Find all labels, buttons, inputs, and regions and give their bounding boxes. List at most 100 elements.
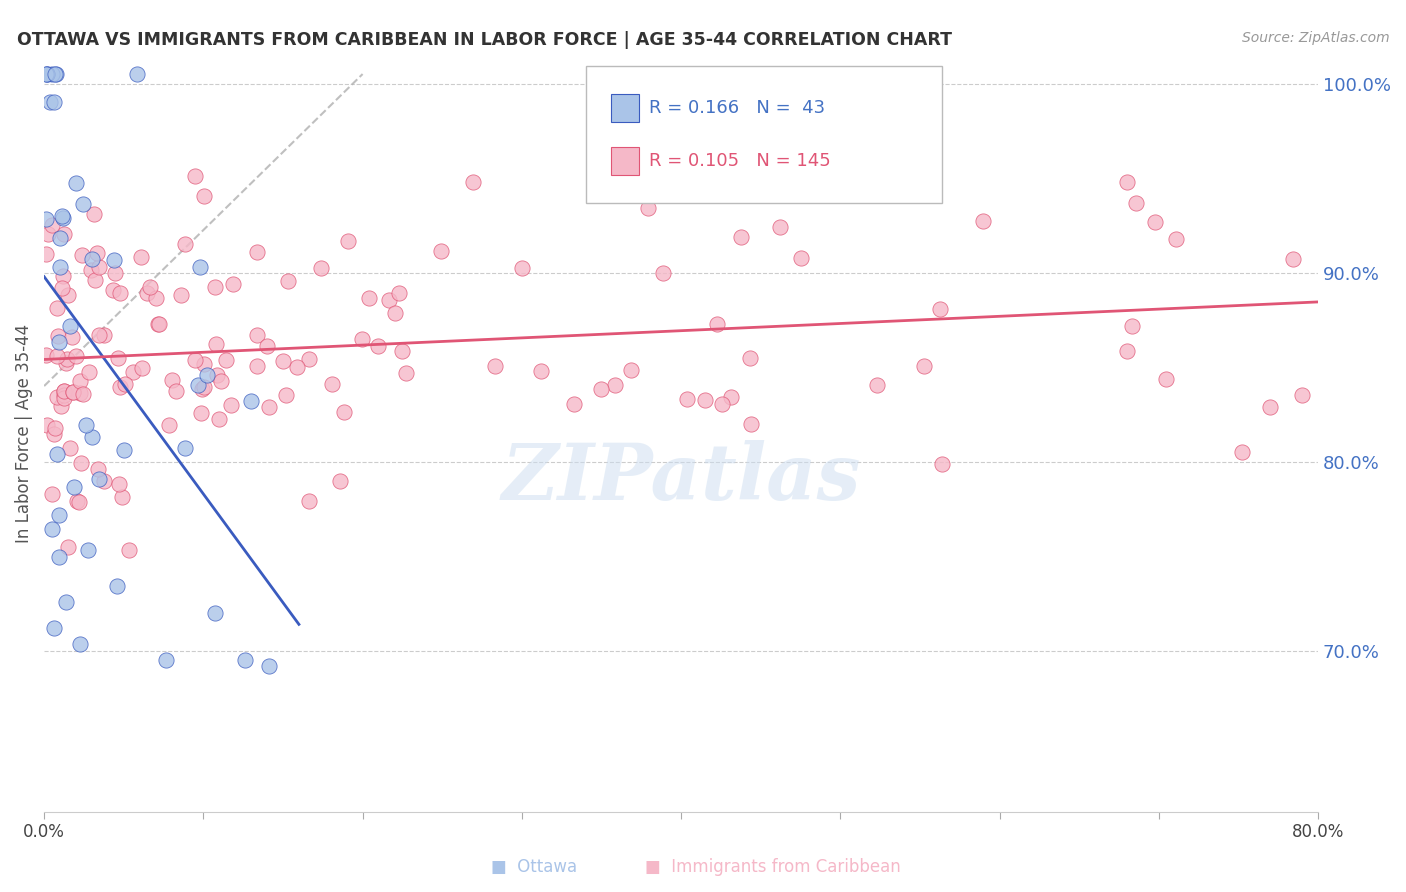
Point [114,376,136,391]
Point [56,351,79,366]
Point [184,169,207,183]
Point [35,67,58,81]
Point [1166,232,1188,246]
Point [41,67,63,81]
Point [87,260,110,274]
Point [972,214,994,228]
Point [256,339,278,353]
Point [359,291,381,305]
Point [42,621,65,635]
Point [49,400,72,414]
Point [101,283,124,297]
Point [336,234,359,248]
Point [484,359,506,373]
Point [65,349,87,363]
Point [67,494,90,508]
Point [1291,388,1313,402]
Point [1121,318,1143,333]
Text: Source: ZipAtlas.com: Source: ZipAtlas.com [1241,31,1389,45]
Point [695,393,717,408]
Point [148,317,170,331]
Point [45,390,67,404]
Point [329,474,352,488]
Point [191,382,214,396]
FancyBboxPatch shape [612,146,640,176]
Point [706,317,728,331]
Point [145,291,167,305]
Point [108,477,131,491]
Point [52,227,75,242]
Point [49,230,72,244]
Point [48,334,70,349]
Point [388,286,411,301]
Point [59,441,82,455]
Point [160,373,183,387]
Point [1143,215,1166,229]
Point [70,456,93,470]
Point [59,319,82,334]
Point [257,659,280,673]
Point [35,247,58,261]
Point [912,359,935,373]
Point [75,418,97,433]
Point [48,508,70,522]
Point [384,306,406,320]
Point [285,359,308,374]
Point [239,393,262,408]
Point [603,377,626,392]
Point [65,176,87,190]
Point [82,430,104,444]
Point [205,337,228,351]
Point [333,405,356,419]
Point [309,261,332,276]
Point [170,288,193,302]
Point [591,382,613,396]
Point [41,522,63,536]
Point [87,461,110,475]
Text: R = 0.105   N = 145: R = 0.105 N = 145 [650,152,831,170]
Point [72,197,94,211]
Point [52,391,75,405]
Point [159,417,181,432]
Point [221,277,243,291]
Point [56,288,79,302]
Point [53,384,76,398]
Point [367,339,389,353]
Point [44,420,66,434]
Point [298,351,321,366]
Point [108,380,131,394]
Point [80,252,103,266]
Point [190,406,212,420]
Point [41,486,63,500]
Point [204,279,226,293]
Point [257,400,280,414]
Point [77,543,100,558]
Point [187,377,209,392]
Point [321,377,343,392]
Point [1125,196,1147,211]
Point [652,266,675,280]
Text: R = 0.166   N =  43: R = 0.166 N = 43 [650,99,825,117]
Point [93,475,115,489]
Point [70,248,93,262]
FancyBboxPatch shape [612,94,640,122]
Point [87,328,110,343]
Point [53,384,76,398]
Point [52,387,75,401]
Point [139,280,162,294]
Point [35,418,58,433]
Point [48,550,70,565]
Point [58,541,80,555]
Point [131,361,153,376]
Point [246,245,269,260]
Text: ZIPatlas: ZIPatlas [502,441,860,517]
Point [121,366,143,380]
Point [378,293,401,307]
Point [51,281,73,295]
Point [183,352,205,367]
Point [80,263,103,277]
Point [215,353,238,368]
Point [720,390,742,404]
Point [46,349,69,363]
Point [1116,343,1139,358]
